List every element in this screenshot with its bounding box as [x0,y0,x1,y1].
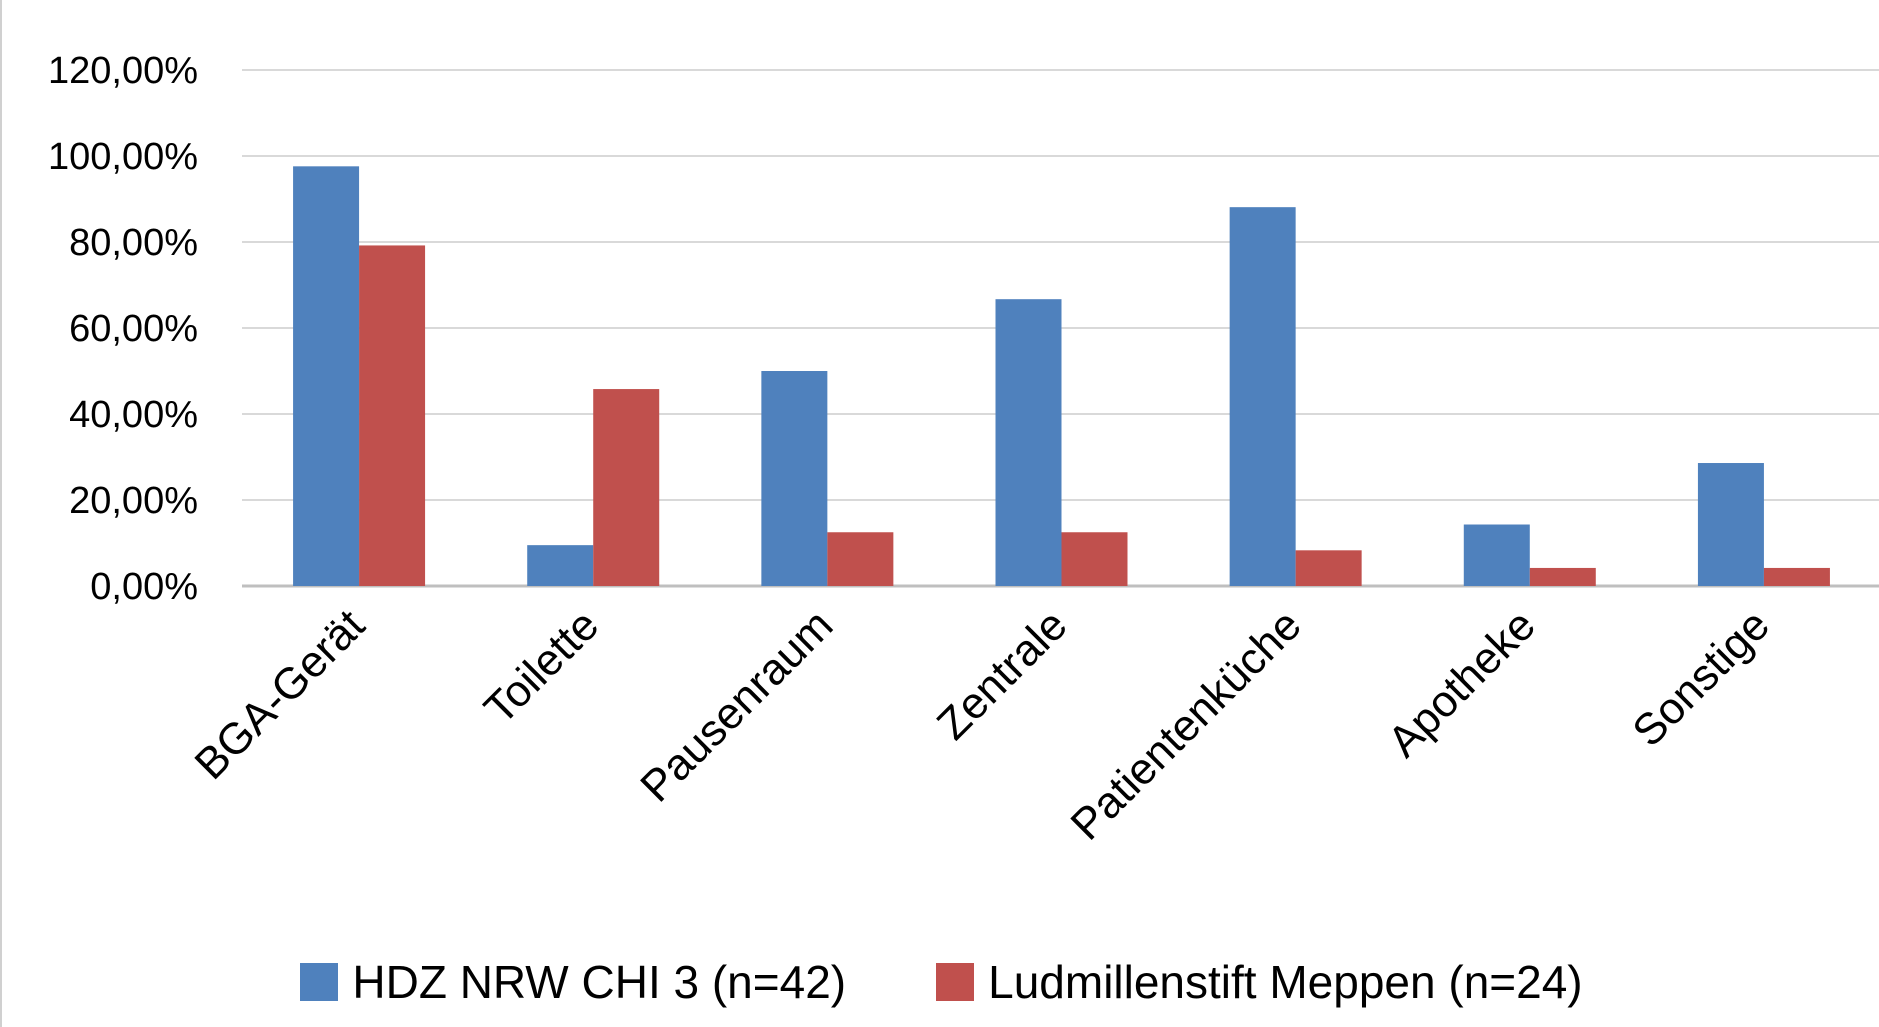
x-tick-label: Patientenküche [1062,600,1311,849]
x-tick-label: Apotheke [1379,600,1545,766]
bar-series-2 [1295,550,1362,586]
bar-series-2 [359,245,426,586]
bar-series-2 [1763,567,1830,586]
legend-swatch-series-2 [936,963,975,1001]
legend-label-series-2: Ludmillenstift Meppen (n=24) [988,956,1583,1008]
x-tick-label: Zentrale [928,600,1077,749]
y-tick-label: 40,00% [69,394,198,436]
legend: HDZ NRW CHI 3 (n=42) Ludmillenstift Mepp… [2,955,1879,1009]
x-tick-label: Toilette [475,600,608,733]
y-tick-label: 60,00% [69,308,198,350]
x-tick-label: BGA-Gerät [186,600,375,789]
legend-item-series-2: Ludmillenstift Meppen (n=24) [936,955,1583,1009]
y-tick-label: 100,00% [48,136,198,178]
bar-series-1 [1697,463,1764,586]
bar-series-2 [1061,532,1128,586]
y-tick-label: 120,00% [48,50,198,92]
legend-item-series-1: HDZ NRW CHI 3 (n=42) [300,955,846,1009]
bar-series-1 [1463,524,1530,586]
bar-series-1 [995,299,1062,586]
bar-series-2 [593,389,660,586]
bar-series-2 [827,532,894,586]
bar-series-1 [293,166,360,586]
bar-series-1 [1229,207,1296,587]
legend-swatch-series-1 [300,963,339,1001]
bar-series-1 [527,545,594,586]
bar-series-1 [761,371,828,586]
y-tick-label: 80,00% [69,222,198,264]
y-tick-label: 0,00% [90,566,198,608]
legend-label-series-1: HDZ NRW CHI 3 (n=42) [352,956,847,1008]
x-tick-label: Sonstige [1623,600,1779,756]
x-tick-label: Pausenraum [631,600,842,811]
y-tick-label: 20,00% [69,480,198,522]
bar-series-2 [1529,567,1596,586]
